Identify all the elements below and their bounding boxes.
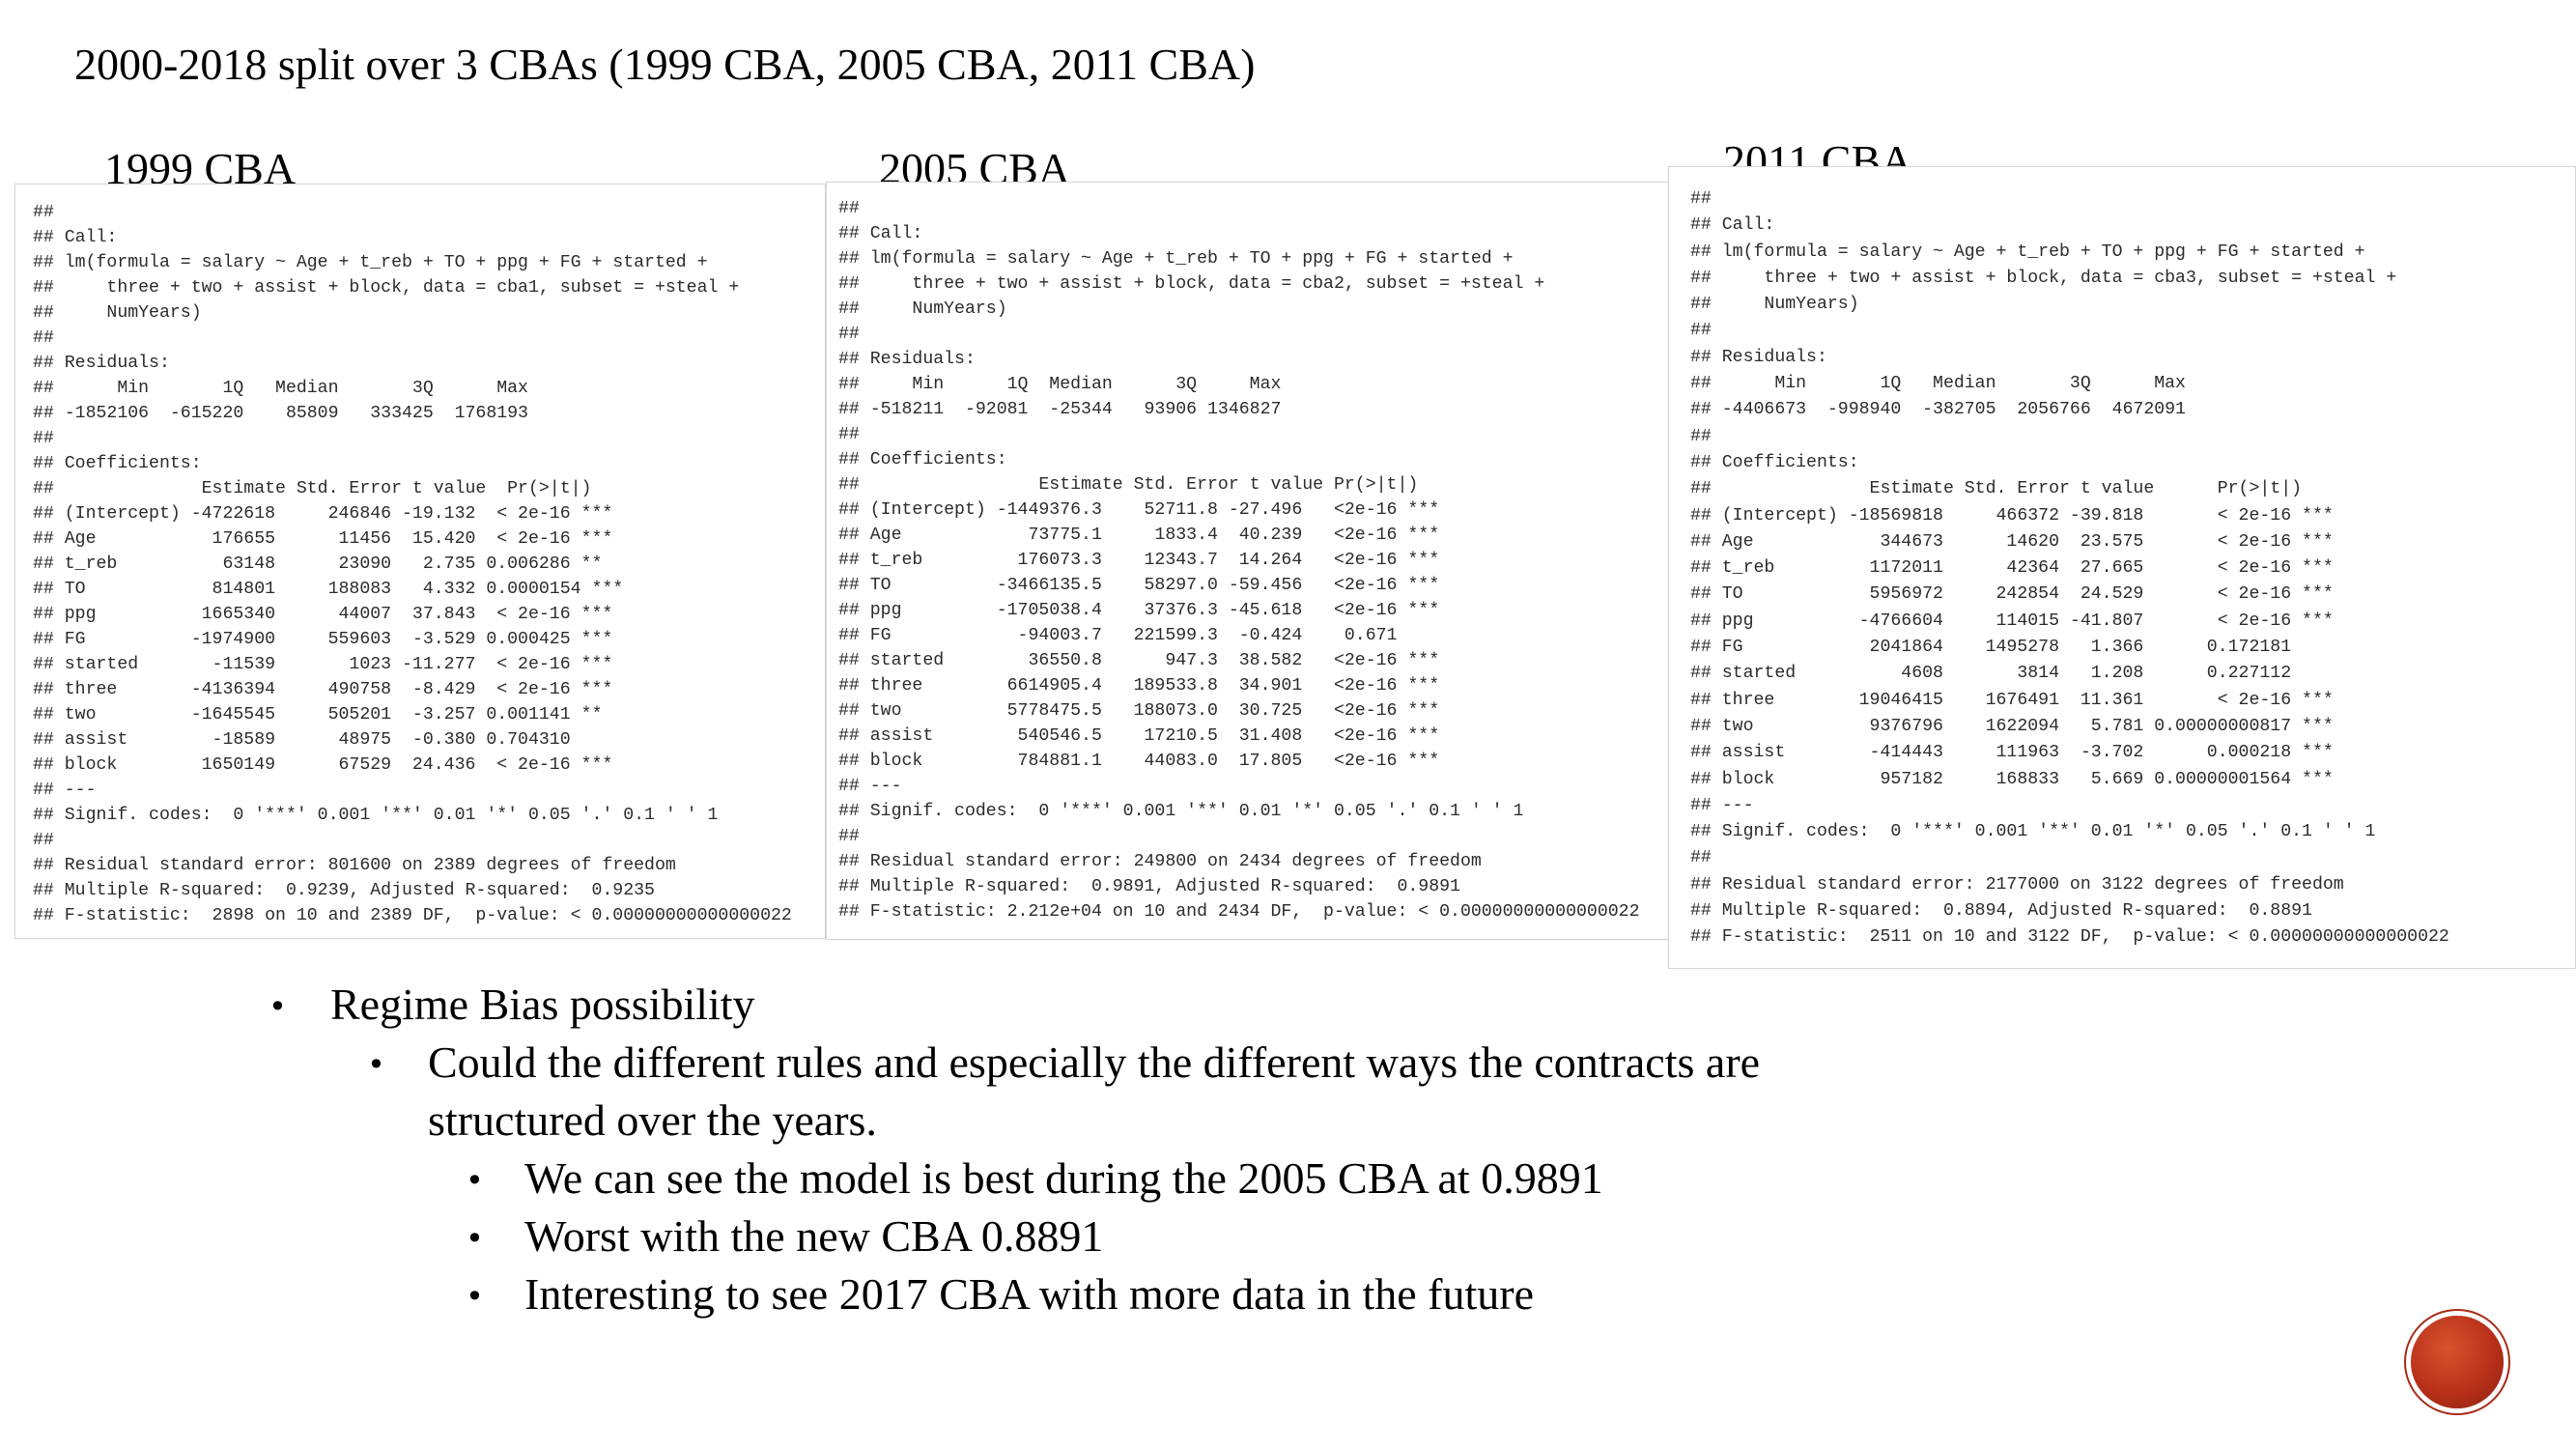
- regression-output-2005: ## ## Call: ## lm(formula = salary ~ Age…: [826, 182, 1671, 940]
- regression-output-1999: ## ## Call: ## lm(formula = salary ~ Age…: [14, 184, 826, 939]
- bullet-text: Could the different rules and especially…: [428, 1037, 1761, 1087]
- regression-output-text-1999: ## ## Call: ## lm(formula = salary ~ Age…: [33, 203, 792, 925]
- bullet-text: Regime Bias possibility: [330, 980, 755, 1029]
- logo-badge-icon: [2411, 1316, 2504, 1408]
- bullet-marker: •: [466, 1278, 484, 1315]
- bullet-marker: •: [367, 1046, 385, 1083]
- regression-output-text-2011: ## ## Call: ## lm(formula = salary ~ Age…: [1690, 189, 2449, 948]
- bullet-text: Interesting to see 2017 CBA with more da…: [524, 1269, 1534, 1319]
- bullet-marker: •: [269, 988, 287, 1025]
- bullet-marker: •: [466, 1220, 484, 1257]
- bullet-text: Worst with the new CBA 0.8891: [524, 1211, 1104, 1261]
- regression-output-text-2005: ## ## Call: ## lm(formula = salary ~ Age…: [838, 199, 1640, 922]
- regression-output-2011: ## ## Call: ## lm(formula = salary ~ Age…: [1668, 166, 2576, 969]
- bullet-text: structured over the years.: [428, 1095, 877, 1145]
- bullet-text: We can see the model is best during the …: [524, 1153, 1603, 1203]
- slide-title: 2000-2018 split over 3 CBAs (1999 CBA, 2…: [74, 40, 1256, 89]
- bullet-marker: •: [466, 1162, 484, 1199]
